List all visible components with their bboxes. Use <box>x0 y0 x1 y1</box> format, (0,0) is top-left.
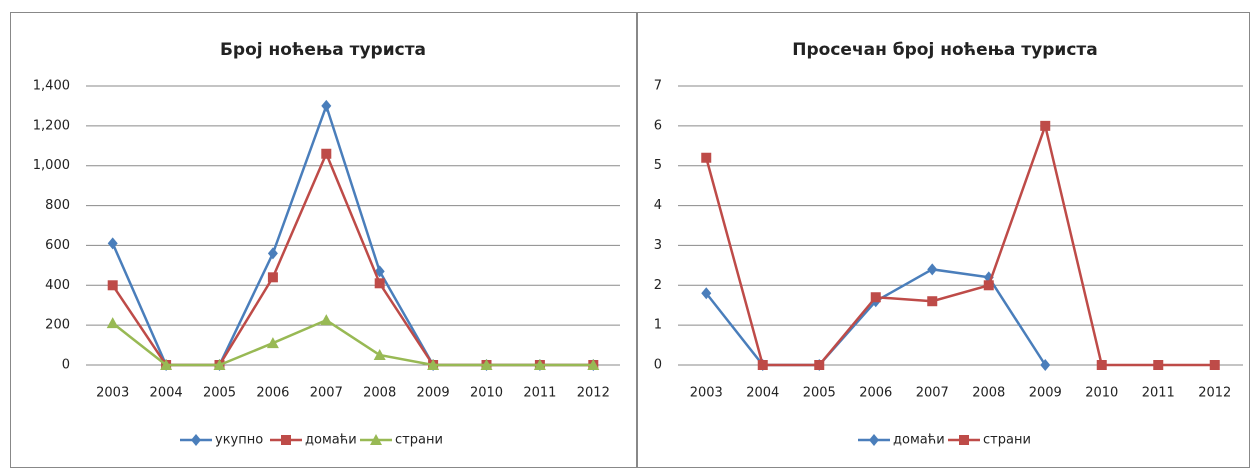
legend-label: страни <box>983 433 1031 448</box>
y-tick-label: 5 <box>654 158 662 173</box>
marker <box>1040 120 1051 131</box>
y-tick-label: 1 <box>654 318 662 333</box>
x-tick-label: 2007 <box>310 386 343 401</box>
series <box>106 314 600 370</box>
legend-label: укупно <box>215 433 263 448</box>
x-tick-label: 2011 <box>1142 386 1175 401</box>
x-tick-label: 2010 <box>470 386 503 401</box>
x-tick-label: 2012 <box>1198 386 1231 401</box>
x-tick-label: 2008 <box>363 386 396 401</box>
marker <box>321 148 332 159</box>
marker <box>983 280 994 291</box>
x-tick-label: 2009 <box>417 386 450 401</box>
legend-marker <box>191 434 201 446</box>
series <box>701 120 1220 370</box>
x-tick-label: 2003 <box>690 386 723 401</box>
legend-label: домаћи <box>305 433 357 448</box>
legend-marker <box>370 434 382 445</box>
marker <box>701 152 712 163</box>
marker <box>701 287 712 300</box>
marker <box>533 359 546 370</box>
legend-label: страни <box>395 433 443 448</box>
panel <box>637 12 1250 468</box>
x-tick-label: 2004 <box>150 386 183 401</box>
marker <box>267 272 278 283</box>
y-tick-label: 400 <box>45 278 70 293</box>
marker <box>106 317 119 329</box>
marker <box>374 278 385 289</box>
x-tick-label: 2005 <box>203 386 236 401</box>
y-tick-label: 6 <box>654 118 662 133</box>
marker <box>107 237 118 250</box>
marker <box>1209 360 1220 370</box>
x-tick-label: 2004 <box>746 386 779 401</box>
marker <box>1040 359 1051 371</box>
marker <box>160 359 173 370</box>
y-tick-label: 1,400 <box>33 79 70 94</box>
y-tick-label: 1,200 <box>33 118 70 133</box>
marker <box>927 296 938 307</box>
x-tick-label: 2012 <box>577 386 610 401</box>
marker <box>321 99 332 112</box>
line <box>111 318 594 367</box>
y-tick-label: 2 <box>654 278 662 293</box>
y-tick-label: 0 <box>654 358 662 373</box>
legend-marker <box>959 435 969 445</box>
y-tick-label: 200 <box>45 318 70 333</box>
y-tick-label: 7 <box>654 79 662 94</box>
x-tick-label: 2005 <box>803 386 836 401</box>
marker <box>1153 360 1164 370</box>
marker <box>320 314 333 326</box>
y-tick-label: 800 <box>45 198 70 213</box>
legend-marker <box>869 434 879 446</box>
marker <box>927 263 938 276</box>
x-tick-label: 2006 <box>256 386 289 401</box>
y-tick-label: 600 <box>45 238 70 253</box>
y-tick-label: 1,000 <box>33 158 70 173</box>
x-tick-label: 2009 <box>1029 386 1062 401</box>
legend-marker <box>281 435 291 445</box>
x-tick-label: 2010 <box>1085 386 1118 401</box>
x-tick-label: 2008 <box>972 386 1005 401</box>
y-tick-label: 3 <box>654 238 662 253</box>
marker <box>870 292 881 303</box>
marker <box>814 360 825 370</box>
marker <box>1096 360 1107 370</box>
marker <box>213 359 226 370</box>
y-tick-label: 0 <box>62 358 70 373</box>
marker <box>480 359 493 370</box>
x-tick-label: 2003 <box>96 386 129 401</box>
x-tick-label: 2007 <box>916 386 949 401</box>
marker <box>587 359 600 370</box>
x-tick-label: 2006 <box>859 386 892 401</box>
y-tick-label: 4 <box>654 198 662 213</box>
chart-title: Просечан број ноћења туриста <box>792 40 1097 60</box>
marker <box>267 247 278 260</box>
marker <box>107 280 118 291</box>
line <box>705 121 1215 367</box>
marker <box>266 337 279 349</box>
legend-label: домаћи <box>893 433 945 448</box>
marker <box>757 360 768 370</box>
x-tick-label: 2011 <box>523 386 556 401</box>
chart-title: Број ноћења туриста <box>220 40 426 60</box>
marker <box>373 349 386 361</box>
marker <box>427 359 440 370</box>
